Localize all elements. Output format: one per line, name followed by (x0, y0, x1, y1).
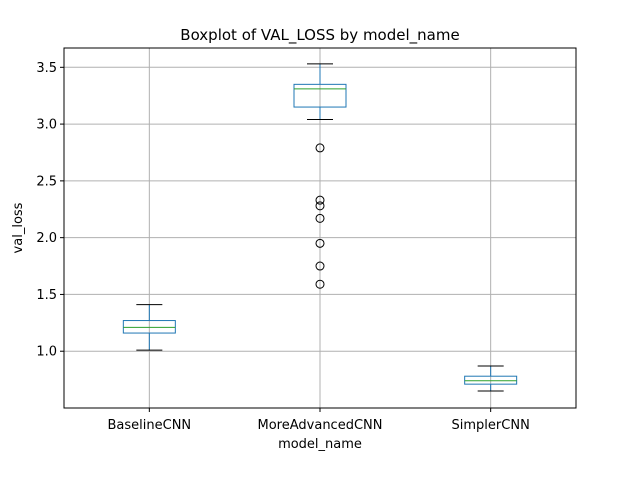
outlier-point (315, 238, 325, 248)
y-tick-label: 3.5 (36, 61, 57, 76)
iqr-box (293, 83, 347, 108)
chart-title: Boxplot of VAL_LOSS by model_name (180, 26, 459, 45)
x-tick-label: MoreAdvancedCNN (258, 418, 383, 433)
x-axis-title: model_name (278, 437, 362, 452)
x-axis-ticks: BaselineCNN MoreAdvancedCNN SimplerCNN (108, 408, 530, 433)
y-axis-title: val_loss (11, 202, 26, 253)
iqr-box (464, 375, 518, 385)
y-tick-label: 1.0 (36, 345, 57, 360)
box-series (122, 63, 518, 392)
outlier-point (315, 261, 325, 271)
y-tick-label: 3.0 (36, 118, 57, 133)
y-tick-label: 2.5 (36, 174, 57, 189)
box-group (293, 63, 347, 289)
box-group (464, 365, 518, 392)
outlier-point (315, 201, 325, 211)
y-tick-label: 2.0 (36, 231, 57, 246)
outlier-point (315, 143, 325, 153)
x-tick-label: SimplerCNN (452, 418, 530, 433)
iqr-box (122, 320, 176, 334)
y-tick-label: 1.5 (36, 288, 57, 303)
box-group (122, 304, 176, 351)
outlier-point (315, 195, 325, 205)
outlier-point (315, 213, 325, 223)
y-axis-ticks: 1.0 1.5 2.0 2.5 3.0 3.5 (36, 61, 64, 360)
outlier-point (315, 279, 325, 289)
x-tick-label: BaselineCNN (108, 418, 192, 433)
